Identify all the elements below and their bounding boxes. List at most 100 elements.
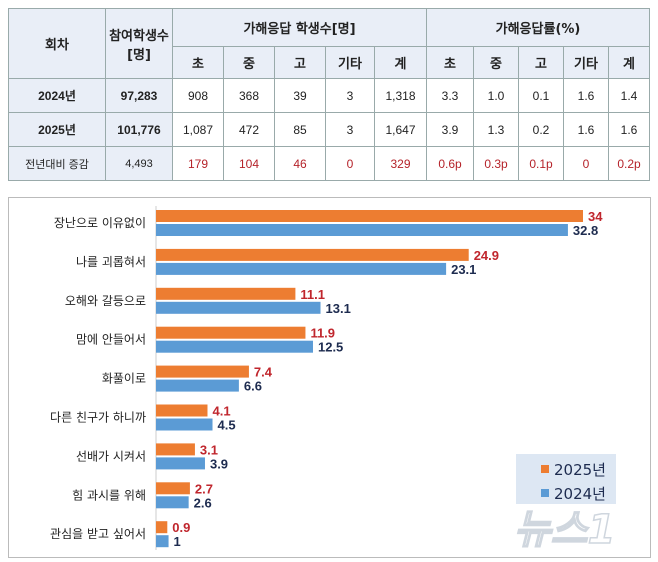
subheader-4: 계 <box>374 46 427 79</box>
category-label: 나를 괴롭혀서 <box>76 255 146 269</box>
table-cell: 1.6 <box>563 78 609 113</box>
table-cell: 3 <box>325 112 375 147</box>
bar-2024년 <box>156 340 313 353</box>
header-count-group: 가해응답 학생수[명] <box>172 8 427 47</box>
data-label: 7.4 <box>254 365 273 380</box>
table-cell: 329 <box>374 146 427 181</box>
subheader-6: 중 <box>473 46 519 79</box>
data-label: 32.8 <box>573 223 598 238</box>
data-label: 23.1 <box>451 262 476 277</box>
category-label: 맘에 안들어서 <box>76 333 146 347</box>
table-cell: 1,647 <box>374 112 427 147</box>
header-participants: 참여학생수[명] <box>105 8 173 79</box>
table-cell: 0.6p <box>426 146 474 181</box>
subheader-1: 중 <box>223 46 275 79</box>
table-cell: 0.2p <box>608 146 650 181</box>
bar-2025년 <box>156 482 190 495</box>
table-cell: 0.1 <box>518 78 564 113</box>
table-cell: 1.6 <box>608 112 650 147</box>
data-label: 3.9 <box>210 456 228 471</box>
bar-2025년 <box>156 404 208 417</box>
subheader-0: 초 <box>172 46 224 79</box>
data-label: 12.5 <box>318 340 343 355</box>
bar-2025년 <box>156 365 249 378</box>
bar-2025년 <box>156 443 195 456</box>
category-label: 힘 과시를 위해 <box>72 488 146 502</box>
watermark-logo: 뉴스1 <box>514 507 615 553</box>
table-cell: 39 <box>274 78 326 113</box>
bar-2024년 <box>156 535 169 548</box>
chart-panel: 장난으로 이유없이 34 32.8 나를 괴롭혀서 24.9 23.1 오해와 갈등으로 11… <box>8 197 651 558</box>
table-cell: 1.6 <box>563 112 609 147</box>
subheader-3: 기타 <box>325 46 375 79</box>
data-label: 6.6 <box>244 379 262 394</box>
category-label: 관심을 받고 싶어서 <box>50 527 146 541</box>
table-cell: 472 <box>223 112 275 147</box>
category-label: 오해와 갈등으로 <box>65 294 146 308</box>
table-cell: 1.3 <box>473 112 519 147</box>
table-cell: 3.3 <box>426 78 474 113</box>
subheader-7: 고 <box>518 46 564 79</box>
table-cell: 1,318 <box>374 78 427 113</box>
table-cell: 104 <box>223 146 275 181</box>
data-label: 34 <box>588 209 603 224</box>
legend-label: 2025년 <box>554 461 606 479</box>
data-label: 4.1 <box>212 404 230 419</box>
category-label: 장난으로 이유없이 <box>54 216 146 230</box>
data-label: 2.7 <box>195 481 213 496</box>
table-cell: 179 <box>172 146 224 181</box>
data-label: 11.9 <box>310 326 335 341</box>
legend-label: 2024년 <box>554 485 606 503</box>
table-cell: 46 <box>274 146 326 181</box>
bar-2025년 <box>156 210 583 222</box>
legend-swatch <box>541 489 549 497</box>
participants-cell: 101,776 <box>105 112 173 147</box>
category-label: 선배가 시켜서 <box>76 449 146 463</box>
header-round: 회차 <box>8 8 106 79</box>
participants-cell: 4,493 <box>105 146 173 181</box>
data-label: 11.1 <box>300 287 325 302</box>
table-cell: 1.4 <box>608 78 650 113</box>
table-cell: 3 <box>325 78 375 113</box>
table-row: 2025년 101,776 1,087 472 85 3 1,647 3.9 1.3 0.2 1.6… <box>8 112 650 147</box>
subheader-2: 고 <box>274 46 326 79</box>
table-cell: 368 <box>223 78 275 113</box>
data-label: 3.1 <box>200 442 218 457</box>
table-row: 전년대비 증감 4,493 179 104 46 0 329 0.6p 0.3p 0.1p 0 0.2… <box>8 146 650 181</box>
data-label: 2.6 <box>194 495 212 510</box>
stats-table: 회차 참여학생수[명] 가해응답 학생수[명] 가해응답률(%) 초 중 고 기타 계 초… <box>8 8 650 181</box>
table-cell: 0.3p <box>473 146 519 181</box>
bar-2024년 <box>156 301 321 314</box>
bar-2025년 <box>156 326 306 339</box>
bar-2024년 <box>156 457 205 470</box>
row-label: 전년대비 증감 <box>8 146 106 181</box>
participants-cell: 97,283 <box>105 78 173 113</box>
table-row: 2024년 97,283 908 368 39 3 1,318 3.3 1.0 0.1 1.6 1.4 <box>8 78 650 113</box>
row-label: 2024년 <box>8 78 106 113</box>
subheader-5: 초 <box>426 46 474 79</box>
table-cell: 1.0 <box>473 78 519 113</box>
category-label: 다른 친구가 하니까 <box>50 411 146 425</box>
legend <box>516 454 616 504</box>
data-label: 13.1 <box>326 301 351 316</box>
table-cell: 0 <box>325 146 375 181</box>
subheader-row: 초 중 고 기타 계 초 중 고 기타 계 <box>9 46 650 79</box>
subheader-8: 기타 <box>563 46 609 79</box>
bar-2025년 <box>156 287 296 300</box>
data-label: 0.9 <box>172 520 190 535</box>
bar-2024년 <box>156 224 568 236</box>
table-cell: 0.2 <box>518 112 564 147</box>
legend-swatch <box>541 465 549 473</box>
bar-2025년 <box>156 248 469 261</box>
table-cell: 908 <box>172 78 224 113</box>
table-cell: 3.9 <box>426 112 474 147</box>
data-label: 4.5 <box>218 418 236 433</box>
bar-2024년 <box>156 379 239 392</box>
category-label: 화풀이로 <box>102 372 146 386</box>
row-label: 2025년 <box>8 112 106 147</box>
bar-2024년 <box>156 262 447 275</box>
table-cell: 0 <box>563 146 609 181</box>
bar-2024년 <box>156 418 213 431</box>
table-cell: 0.1p <box>518 146 564 181</box>
